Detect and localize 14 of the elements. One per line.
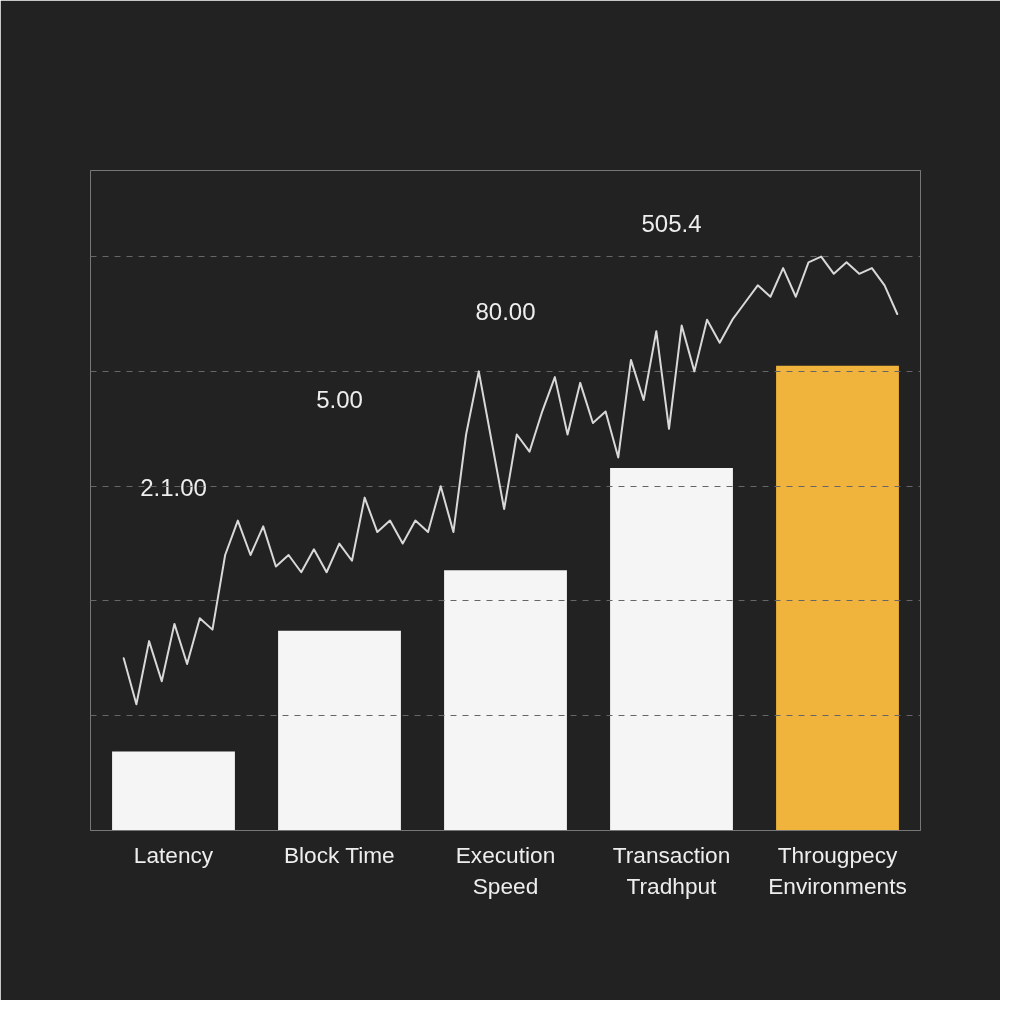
bar <box>776 365 899 831</box>
annotation: 80.00 <box>475 298 536 326</box>
bar <box>112 751 235 831</box>
bar <box>278 630 401 831</box>
annotation: 5.00 <box>316 386 363 414</box>
bar <box>444 570 567 831</box>
x-tick-label: Latency <box>133 841 214 868</box>
text: 505.4 <box>641 210 702 238</box>
x-tick-label: Througpecy Environments <box>768 841 907 899</box>
bar <box>610 467 733 831</box>
x-tick-label: Transaction Tradhput <box>612 841 731 899</box>
annotation: 2.1.00 <box>140 473 207 501</box>
x-tick-label: Execution Speed <box>455 841 556 899</box>
x-tick-label: Block Time <box>283 841 395 868</box>
